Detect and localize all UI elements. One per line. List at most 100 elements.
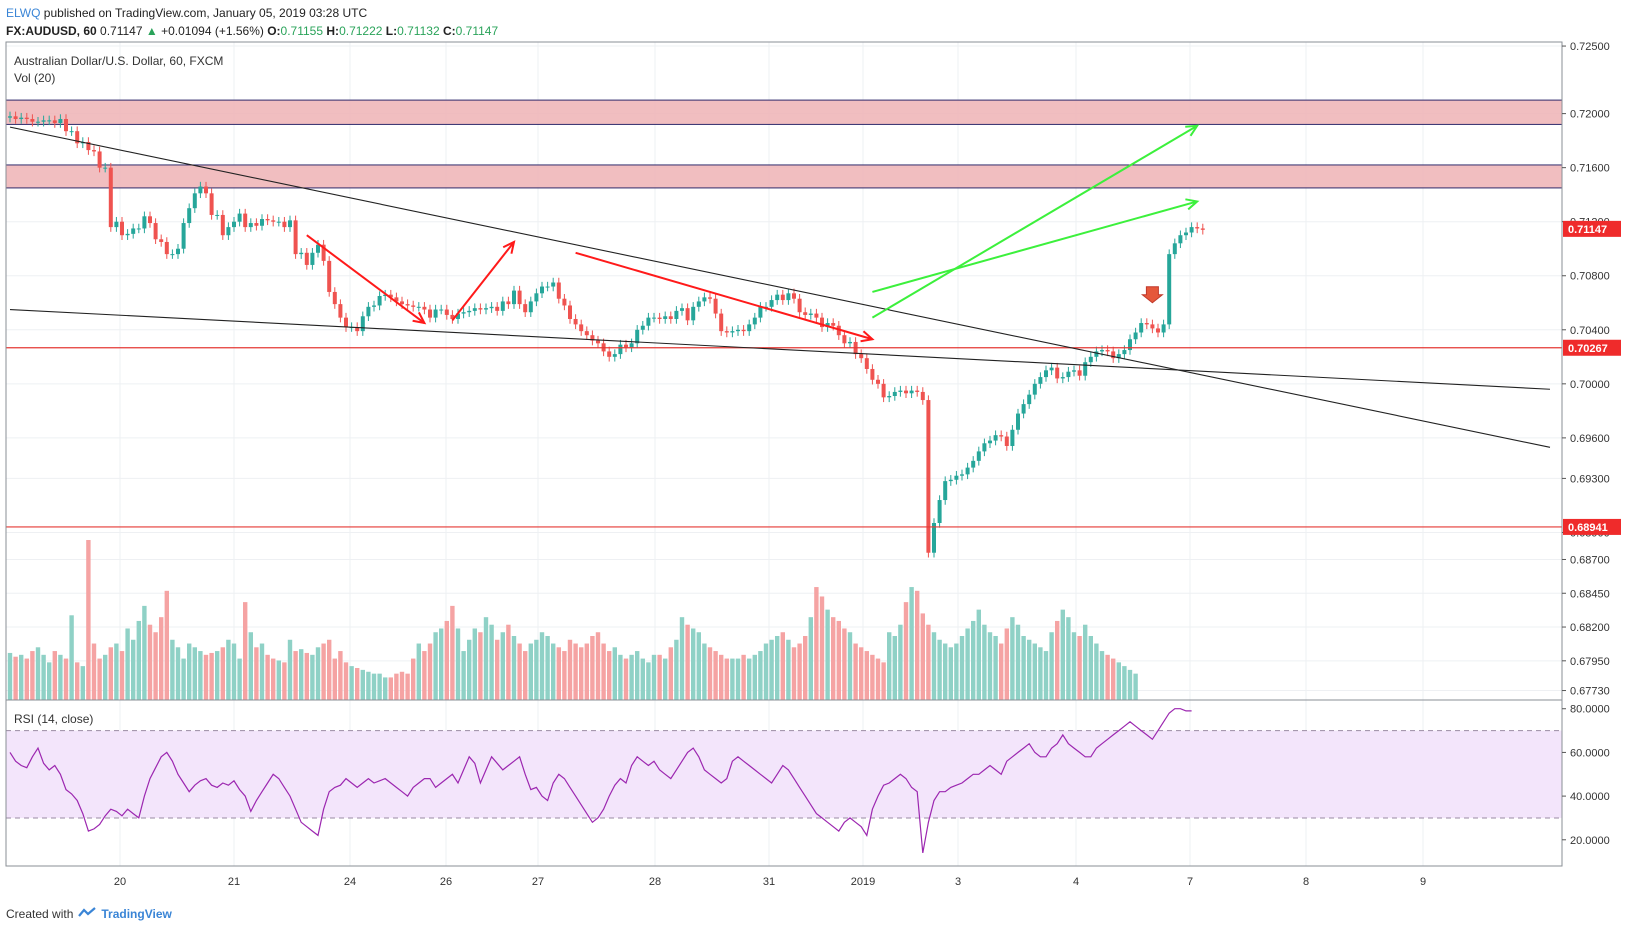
- candle-body: [629, 343, 634, 348]
- candle-body: [433, 309, 438, 318]
- candle-body: [1066, 371, 1071, 378]
- candle-body: [523, 304, 528, 313]
- candle-body: [870, 368, 875, 380]
- volume-bar: [13, 656, 18, 700]
- y-tick-label: 0.69600: [1570, 433, 1610, 445]
- volume-bar: [534, 639, 539, 700]
- x-tick-label: 28: [649, 876, 661, 888]
- candle-body: [310, 252, 315, 265]
- price-axis[interactable]: 0.725000.720000.716000.712000.708000.704…: [1562, 41, 1610, 698]
- volume-bar: [954, 643, 959, 700]
- candle-body: [170, 254, 175, 256]
- tradingview-brand-link[interactable]: TradingView: [101, 906, 172, 921]
- volume-bar: [231, 643, 237, 700]
- candle-body: [590, 335, 595, 341]
- red-arrow-head: [412, 311, 427, 325]
- volume-bar: [819, 596, 825, 700]
- volume-bar: [847, 632, 853, 700]
- volume-bar: [545, 636, 550, 700]
- candle-body: [13, 116, 18, 120]
- volume-bar: [943, 643, 948, 700]
- volume-bar: [114, 643, 119, 700]
- rsi-pane: [6, 708, 1562, 854]
- candle-body: [1004, 436, 1009, 446]
- candle-body: [97, 151, 102, 168]
- green-arrow: [871, 124, 1198, 319]
- candle-body: [472, 308, 477, 311]
- volume-bar: [696, 632, 701, 700]
- volume-bar: [310, 654, 315, 700]
- candle-body: [534, 293, 539, 302]
- close-value: 0.71147: [455, 24, 499, 38]
- symbol-label[interactable]: FX:AUDUSD, 60: [6, 24, 97, 38]
- volume-bar: [1094, 643, 1099, 700]
- candle-body: [304, 252, 309, 265]
- candle-body: [965, 467, 970, 475]
- volume-bar: [388, 677, 393, 700]
- publish-line: ELWQ published on TradingView.com, Janua…: [6, 4, 498, 22]
- volume-bar: [668, 647, 673, 700]
- candle-body: [36, 121, 40, 123]
- volume-bar: [103, 654, 108, 700]
- candle-body: [909, 390, 914, 394]
- candle-body: [444, 309, 449, 315]
- volume-bar: [814, 587, 819, 700]
- candle-body: [1167, 254, 1172, 325]
- volume-bar: [959, 636, 965, 700]
- rsi-label: RSI (14, close): [14, 712, 93, 726]
- volume-bar: [724, 658, 729, 700]
- volume-bar: [1004, 628, 1009, 700]
- candle-body: [131, 228, 136, 234]
- price-tag-bg: [1563, 518, 1621, 535]
- candle-body: [1083, 362, 1088, 376]
- candle-body: [624, 344, 628, 348]
- volume-bar: [752, 654, 757, 700]
- resistance-zone: [5, 164, 1563, 189]
- candle-body: [265, 218, 270, 221]
- candle-body: [596, 340, 600, 344]
- volume-bar: [1127, 669, 1133, 700]
- candle-body: [635, 329, 640, 344]
- candle-body: [948, 479, 953, 482]
- tradingview-cloud-icon: [77, 906, 97, 921]
- candle-body: [1189, 227, 1194, 233]
- candle-body: [1133, 332, 1138, 340]
- rsi-axis[interactable]: 80.0000 60.0000 40.0000 20.0000: [1562, 704, 1610, 847]
- candle-body: [842, 335, 847, 344]
- volume-bar: [539, 632, 545, 700]
- volume-bar: [887, 632, 892, 700]
- candle-body: [215, 214, 220, 216]
- drawings: [6, 124, 1562, 528]
- candle-body: [920, 391, 925, 401]
- candle-body: [209, 193, 214, 215]
- volume-bar: [293, 651, 298, 700]
- candle-body: [657, 317, 662, 319]
- volume-bar: [791, 647, 797, 700]
- candle-body: [86, 141, 91, 151]
- volume-bar: [394, 673, 399, 700]
- volume-bar: [405, 673, 410, 700]
- volume-bar: [467, 639, 472, 700]
- volume-bar: [220, 647, 225, 700]
- volume-bar: [170, 639, 175, 700]
- volume-bar: [500, 632, 505, 700]
- volume-bar: [971, 620, 976, 700]
- y-tick-label: 0.70000: [1570, 379, 1610, 391]
- author-link[interactable]: ELWQ: [6, 6, 41, 20]
- open-label: O:: [267, 24, 281, 38]
- volume-bar: [1077, 636, 1082, 700]
- time-axis[interactable]: 20 21 24 26 27 28 31 2019 3 4 7 8 9: [114, 876, 1426, 888]
- candle-body: [1105, 350, 1110, 352]
- volume-bar: [803, 636, 808, 700]
- candle-body: [159, 239, 164, 242]
- candle-body: [769, 300, 774, 307]
- volume-bar: [937, 639, 942, 700]
- volume-bar: [455, 628, 461, 700]
- volume-bar: [875, 658, 881, 700]
- volume-bar: [371, 673, 377, 700]
- candle-body: [75, 131, 80, 144]
- volume-bar: [646, 662, 651, 700]
- volume-bar: [758, 651, 763, 700]
- volume-bar: [831, 617, 836, 700]
